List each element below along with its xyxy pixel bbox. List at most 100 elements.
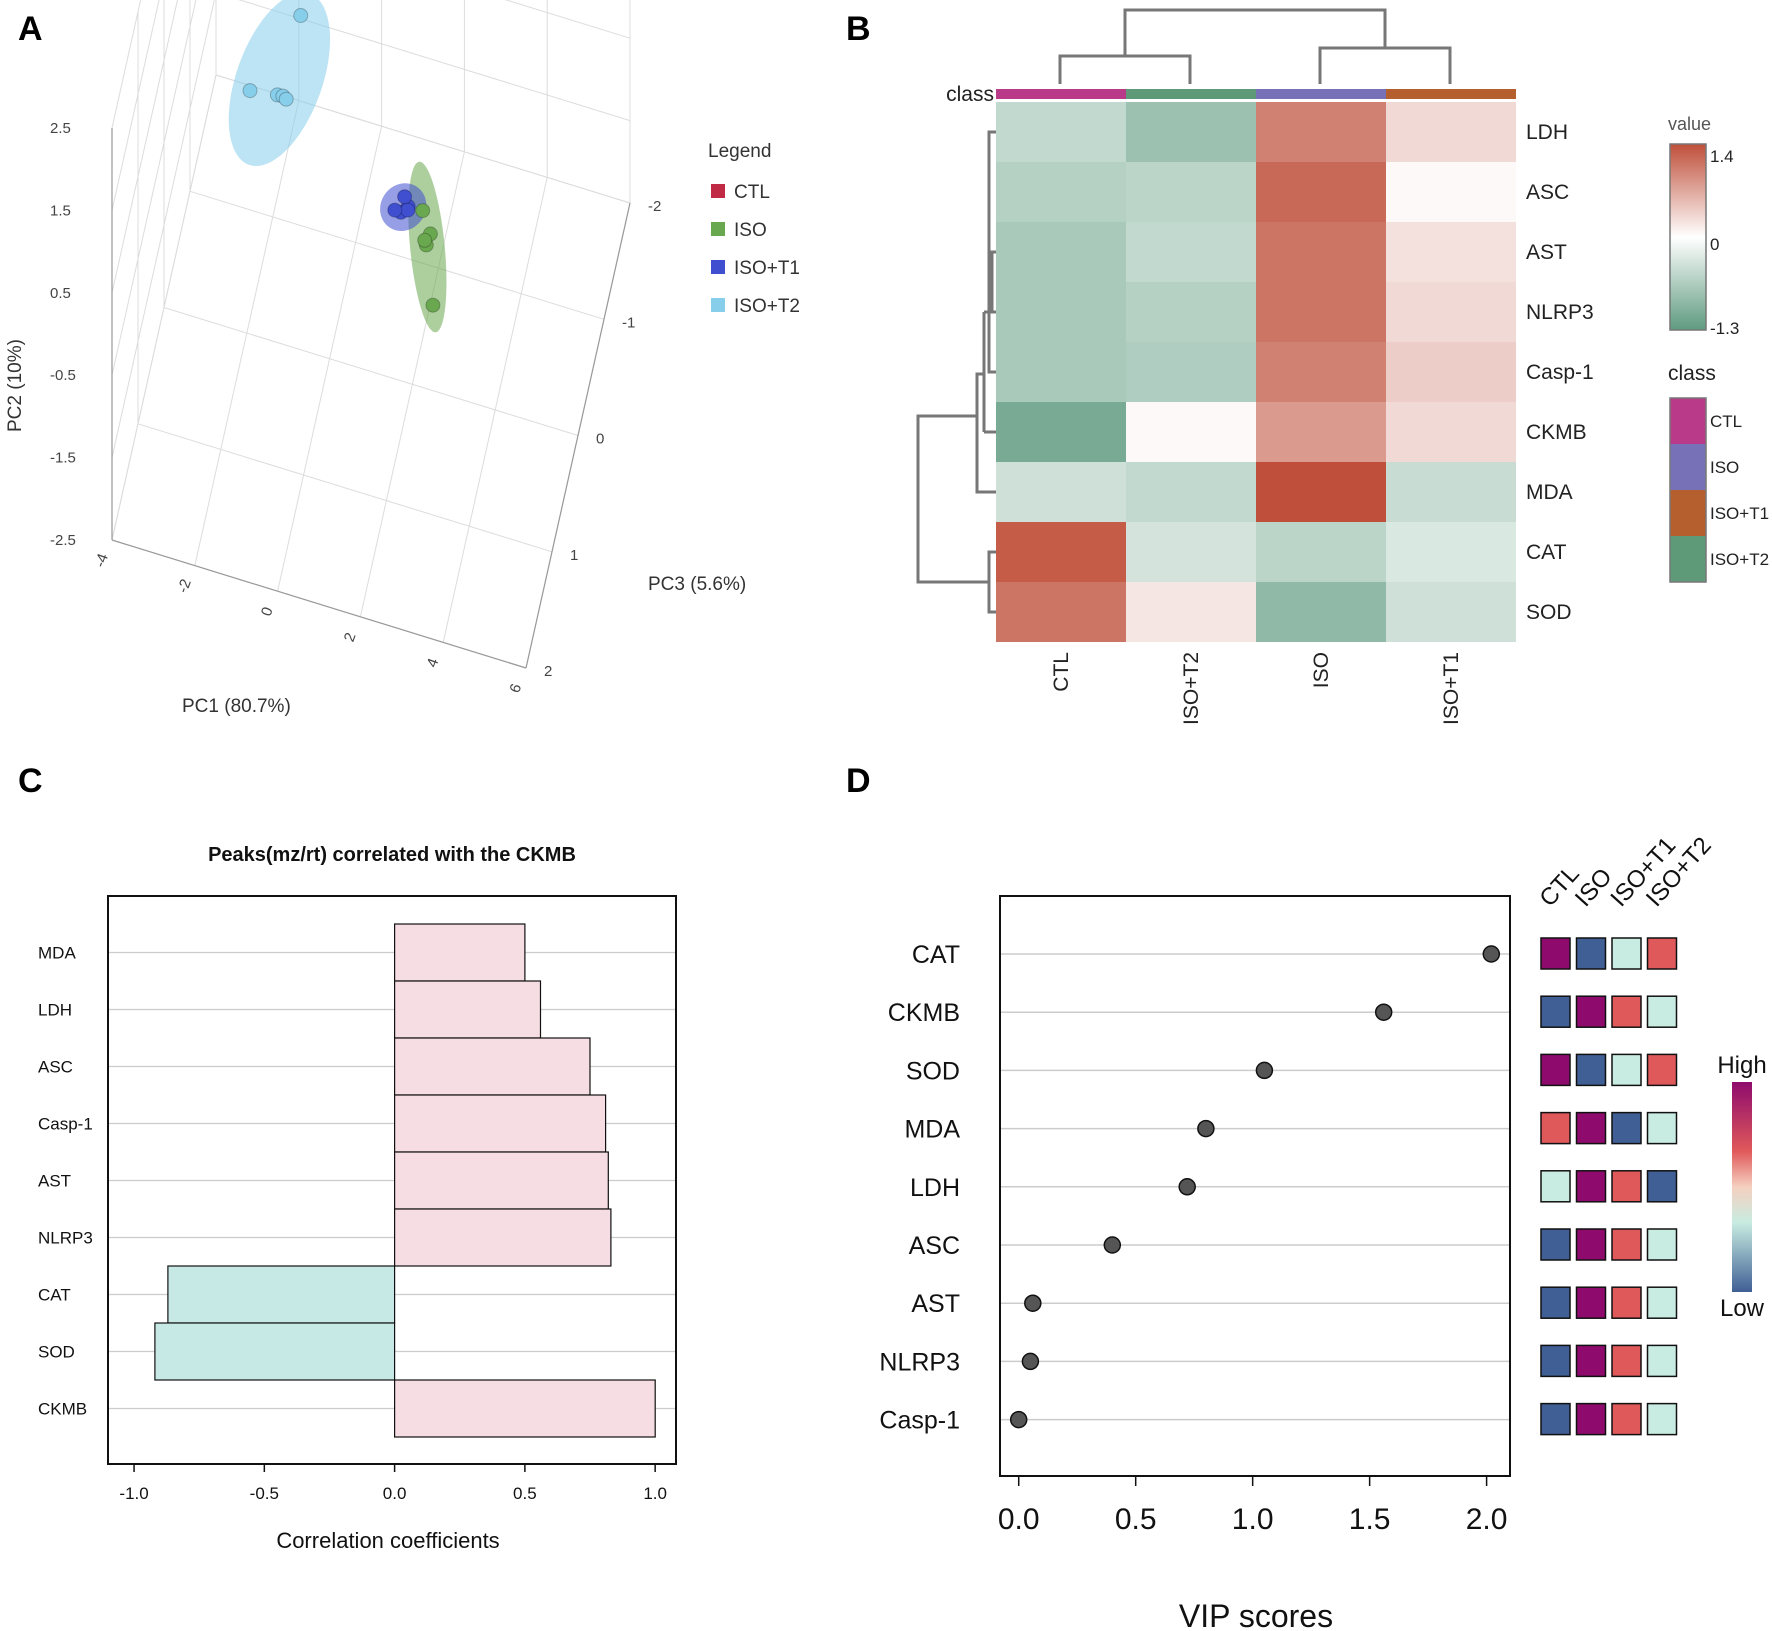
heatmap-cell	[996, 522, 1126, 582]
pca-grid-line	[111, 0, 142, 129]
heatmap-cell	[1126, 522, 1256, 582]
heatmap-cell	[1256, 222, 1386, 282]
heatmap-cell	[1126, 582, 1256, 642]
heatmap-cells	[996, 102, 1516, 642]
pca-y-tick: 2.5	[50, 120, 71, 137]
pca-legend: Legend CTL ISO ISO+T1 ISO+T2	[708, 141, 800, 317]
heatmap-cell	[996, 222, 1126, 282]
bar-label-ast: AST	[38, 1172, 71, 1191]
vip-square-iso-t2	[1646, 1053, 1678, 1087]
vip-group-squares	[1540, 937, 1678, 1436]
bar-label-asc: ASC	[38, 1058, 73, 1077]
vip-scale: High Low	[1717, 1052, 1766, 1322]
bar-category-labels: MDA LDH ASC Casp-1 AST NLRP3 CAT SOD CKMB	[38, 944, 93, 1419]
heatmap-cell	[1256, 522, 1386, 582]
legend-label-iso-t2: ISO+T2	[734, 296, 800, 317]
vip-scale-low: Low	[1720, 1295, 1765, 1322]
vip-label-asc: ASC	[909, 1232, 960, 1260]
heatmap-cell	[1386, 222, 1516, 282]
legend-swatch-iso-t2	[711, 298, 725, 312]
heatmap-cell	[1256, 462, 1386, 522]
bar-x-tick: 1.0	[643, 1484, 667, 1503]
legend-swatch-iso-t1	[711, 260, 725, 274]
legend-label-ctl: CTL	[734, 182, 770, 203]
vip-square-iso-t2	[1646, 1170, 1678, 1203]
vip-square-iso-t1	[1611, 1402, 1642, 1436]
heatmap-cell	[996, 282, 1126, 342]
pca-x-tick: 2	[341, 630, 360, 644]
class-bar-iso-t2	[1126, 89, 1256, 99]
vip-square-iso-t2	[1646, 1344, 1678, 1378]
pca-zlabel: PC3 (5.6%)	[648, 574, 746, 595]
pca-point-iso	[425, 297, 441, 313]
vip-label-ckmb: CKMB	[888, 999, 960, 1027]
bar-chart-title: Peaks(mz/rt) correlated with the CKMB	[208, 844, 576, 866]
vip-square-iso-t2	[1646, 1402, 1678, 1436]
vip-label-mda: MDA	[904, 1116, 960, 1144]
heatmap-row-label-casp-1: Casp-1	[1526, 361, 1594, 384]
vip-square-ctl	[1540, 1228, 1571, 1261]
vip-label-ldh: LDH	[910, 1174, 960, 1202]
bar-casp-1	[394, 1094, 607, 1153]
bar-ast	[394, 1151, 609, 1210]
bar-nlrp3	[394, 1208, 612, 1267]
pca-y-tick: 0.5	[50, 285, 71, 302]
heatmap-colorbar: value 1.4 0 -1.3	[1668, 114, 1739, 338]
vip-square-ctl	[1540, 1402, 1571, 1436]
pca-y-tick: -0.5	[50, 367, 76, 384]
panel-label-a: A	[18, 10, 43, 48]
bar-mda	[394, 923, 526, 982]
bar-label-sod: SOD	[38, 1343, 75, 1362]
bar-x-tick: -1.0	[119, 1484, 148, 1503]
vip-square-iso	[1575, 1170, 1607, 1203]
heatmap-cell	[1386, 582, 1516, 642]
vip-square-iso-t1	[1611, 937, 1642, 970]
heatmap-cell	[1256, 282, 1386, 342]
vip-point-sod	[1255, 1061, 1274, 1080]
pca-axis-edge	[525, 202, 631, 669]
vip-square-iso-t2	[1646, 1228, 1678, 1261]
vip-square-iso-t1	[1611, 1228, 1642, 1261]
pca-grid-line	[189, 190, 605, 320]
bar-cat	[167, 1265, 396, 1324]
heatmap-cell	[1126, 402, 1256, 462]
heatmap-cell	[996, 462, 1126, 522]
vip-square-ctl	[1540, 937, 1571, 970]
colorbar-tick-zero: 0	[1710, 235, 1719, 254]
heatmap-plot: class LDHASCASTNLRP3Casp-1CKMBMDACATSOD …	[916, 8, 1769, 725]
heatmap-col-label-iso-t2: ISO+T2	[1180, 652, 1203, 725]
vip-x-tick: 0.5	[1115, 1503, 1157, 1536]
pca-points	[242, 8, 441, 313]
heatmap-row-label-nlrp3: NLRP3	[1526, 301, 1594, 324]
vip-xlabel: VIP scores	[1179, 1598, 1333, 1631]
vip-square-iso-t1	[1611, 1286, 1642, 1319]
vip-label-cat: CAT	[912, 941, 960, 969]
vip-square-iso-t1	[1611, 1170, 1642, 1203]
heatmap-cell	[1386, 282, 1516, 342]
heatmap-cell	[1256, 582, 1386, 642]
pca-z-tick: -2	[648, 198, 661, 215]
pca-z-tick: 2	[544, 663, 552, 680]
class-legend-iso-t1-swatch	[1670, 490, 1706, 536]
pca-3d-plot: 2.5 1.5 0.5 -0.5 -1.5 -2.5 -4 -2 0 2 4 6 -2 -1 0 1 2 PC1…	[5, 0, 800, 717]
row-dendrogram	[916, 130, 996, 614]
heatmap-cell	[1386, 522, 1516, 582]
bar-plot-frame	[107, 895, 677, 1465]
bar-sod	[154, 1322, 396, 1381]
bar-ckmb	[394, 1379, 656, 1438]
heatmap-cell	[1256, 102, 1386, 162]
heatmap-col-label-ctl: CTL	[1050, 652, 1073, 692]
vip-label-sod: SOD	[906, 1057, 960, 1085]
heatmap-cell	[996, 342, 1126, 402]
vip-square-ctl	[1540, 1111, 1571, 1145]
heatmap-row-label-ldh: LDH	[1526, 121, 1568, 144]
vip-square-ctl	[1540, 995, 1571, 1028]
vip-square-iso-t1	[1611, 1111, 1642, 1145]
heatmap-row-label-cat: CAT	[1526, 541, 1567, 564]
pca-point-iso-t2	[293, 8, 309, 23]
pca-point-iso-t2	[242, 83, 258, 99]
vip-square-ctl	[1540, 1286, 1571, 1319]
class-legend-frame	[1669, 397, 1707, 583]
heatmap-cell	[1126, 102, 1256, 162]
vip-point-nlrp3	[1021, 1352, 1040, 1371]
